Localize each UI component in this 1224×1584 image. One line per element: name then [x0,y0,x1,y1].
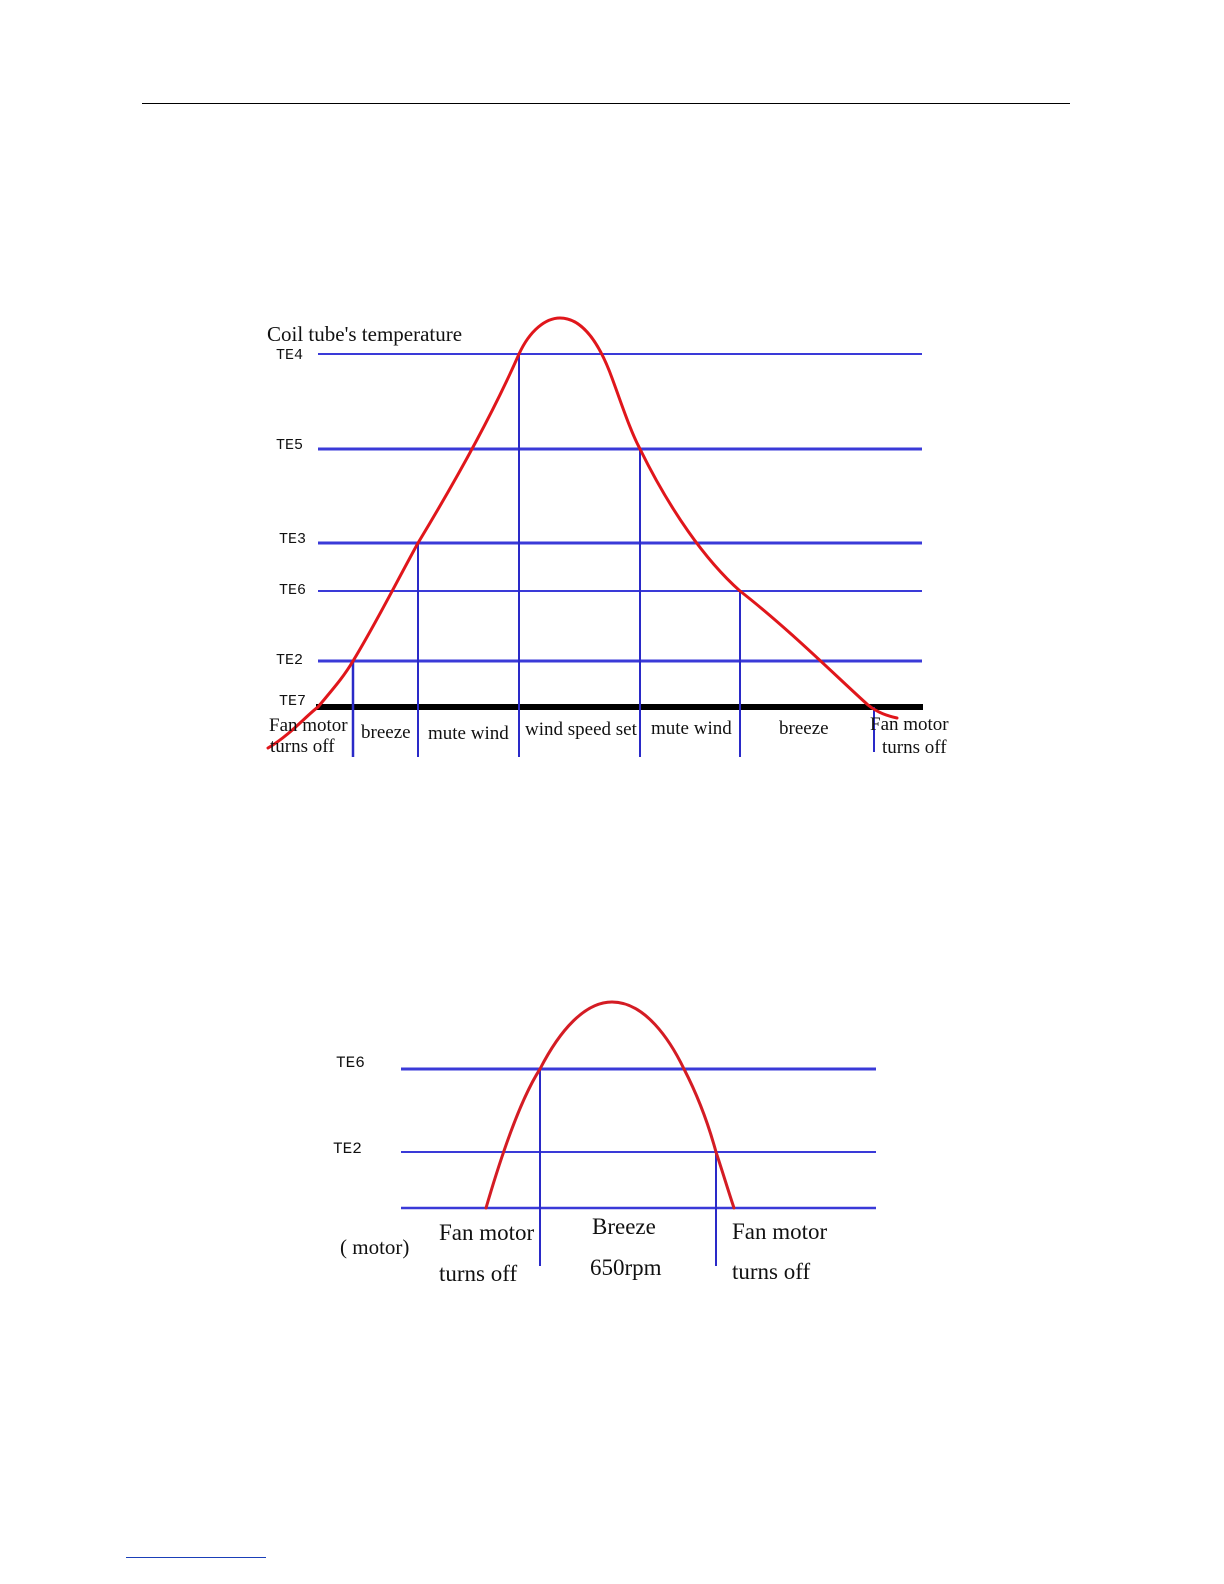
motor-axis-label: ( motor) [340,1235,409,1259]
zone2-fan-off-right-line1: Fan motor [732,1219,828,1244]
zone-fan-off-right-line2: turns off [882,737,947,758]
temperature-curve-2 [484,1000,736,1210]
zone-wind-speed-set: wind speed set [525,719,638,740]
te6-label: TE6 [279,582,306,599]
te2-label: TE2 [276,652,303,669]
zone-fan-off-left-line1: Fan motor [269,715,348,736]
zone-breeze-left: breeze [361,722,411,743]
zone-fan-off-left-line2: turns off [270,736,335,757]
te5-label: TE5 [276,437,303,454]
header-rule [142,103,1070,104]
diagram-coil-temperature: Coil tube's temperature TE4 TE5 TE3 TE6 … [266,316,949,758]
footnote-rule [126,1557,266,1558]
te2-label-2: TE2 [333,1140,362,1158]
zone2-breeze-line1: Breeze [592,1214,656,1239]
zone2-fan-off-left-line2: turns off [439,1261,517,1286]
diagram-breeze-mode: TE6 TE2 ( motor) Fan motor turns off Bre… [333,1000,876,1286]
te3-label: TE3 [279,531,306,548]
zone-fan-off-right-line1: Fan motor [870,714,949,735]
temperature-curve [266,316,899,750]
zone-mute-wind-right: mute wind [651,718,732,739]
te6-label-2: TE6 [336,1054,365,1072]
diagram-title: Coil tube's temperature [267,322,462,346]
zone-mute-wind-left: mute wind [428,723,509,744]
zone2-breeze-line2: 650rpm [590,1255,662,1280]
te4-label: TE4 [276,347,303,364]
zone2-fan-off-right-line2: turns off [732,1259,810,1284]
te7-label: TE7 [279,693,306,710]
zone-breeze-right: breeze [779,718,829,739]
zone2-fan-off-left-line1: Fan motor [439,1220,535,1245]
